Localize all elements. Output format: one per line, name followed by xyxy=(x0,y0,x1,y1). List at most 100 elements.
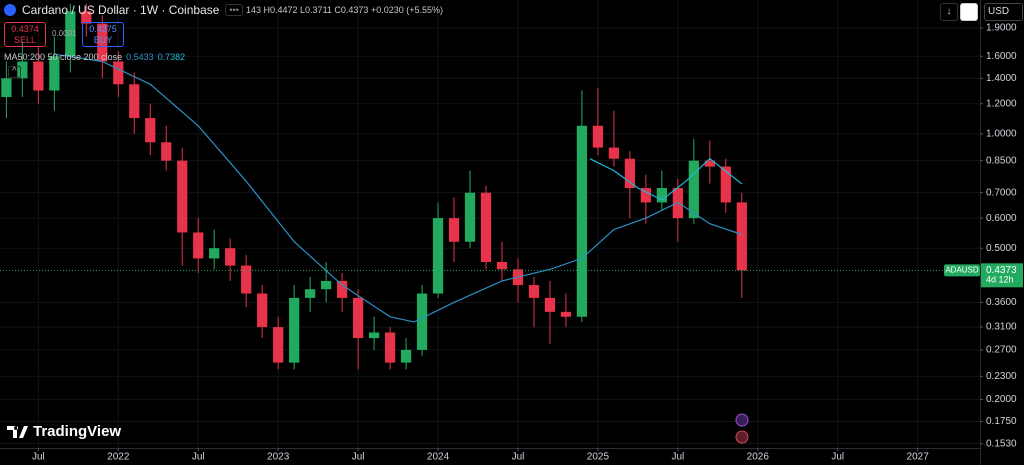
candle-body xyxy=(560,311,572,317)
candle-body xyxy=(704,160,715,167)
candle-body xyxy=(289,297,300,363)
candle-body xyxy=(368,332,380,339)
y-tick-label: 0.6000 xyxy=(986,213,1017,224)
symbol-tag-bg xyxy=(944,264,980,277)
sell-button[interactable]: 0.4374 SELL xyxy=(4,22,46,47)
axes: 1.9000 1.6000 1.4000 1.2000 1.0000 0.8500 0.70… xyxy=(32,23,1023,463)
y-tick-label: 1.9000 xyxy=(986,23,1017,34)
candle-body xyxy=(432,218,444,294)
price-tag-bg xyxy=(981,263,1023,288)
candle-body xyxy=(273,327,284,363)
x-tick-label: 2026 xyxy=(747,452,770,463)
indicator-label[interactable]: MA50:200 50 close 200 close xyxy=(4,52,123,62)
buy-label: BUY xyxy=(93,35,113,45)
candle-body xyxy=(321,280,332,290)
fullscreen-button[interactable] xyxy=(960,3,978,21)
candle-body xyxy=(496,261,508,270)
candle-body xyxy=(33,61,44,91)
candle-body xyxy=(129,84,140,119)
candle-body xyxy=(528,285,540,298)
y-tick-label: 0.7000 xyxy=(986,187,1017,198)
price-tag: 0.4373 xyxy=(986,265,1017,276)
candle-body xyxy=(448,218,460,242)
candle-body xyxy=(608,147,620,159)
candle-body xyxy=(656,188,667,203)
event-icon[interactable] xyxy=(735,413,749,427)
candle-body xyxy=(65,11,76,57)
candle-body xyxy=(576,125,588,317)
event-icon[interactable] xyxy=(735,430,749,444)
indicator-value: 0.7382 xyxy=(157,52,186,62)
candle-body xyxy=(416,293,428,350)
y-tick-label: 0.2000 xyxy=(986,394,1017,405)
y-tick-label: 0.2300 xyxy=(986,371,1017,382)
y-tick-label: 0.3600 xyxy=(986,297,1017,308)
x-tick-label: Jul xyxy=(831,452,844,463)
currency-button[interactable]: USD xyxy=(984,3,1023,21)
candle-body xyxy=(384,332,396,363)
x-tick-label: 2023 xyxy=(267,452,290,463)
menu-dots[interactable]: ••• xyxy=(225,4,243,16)
candle-body xyxy=(624,158,636,189)
candle-body xyxy=(209,248,220,259)
buy-price: 0.4375 xyxy=(89,24,117,34)
y-tick-label: 0.5000 xyxy=(986,243,1017,254)
candle-body xyxy=(257,293,268,328)
candle-body xyxy=(592,125,604,148)
candle-body xyxy=(400,349,412,363)
symbol-tag: ADAUSD xyxy=(945,265,979,274)
candle-body xyxy=(352,297,364,339)
candle-body xyxy=(49,56,60,91)
candle-body xyxy=(97,23,108,62)
indicator-value: 0.5433 xyxy=(126,52,154,62)
logo: TradingView xyxy=(7,423,121,440)
moving-average-line xyxy=(54,53,742,323)
brand: TradingView xyxy=(33,423,121,440)
candle-body xyxy=(161,142,172,161)
candle-body xyxy=(720,166,731,203)
candle-body xyxy=(113,61,124,85)
x-tick-label: Jul xyxy=(671,452,684,463)
symbol-icon xyxy=(4,4,16,16)
candle-body xyxy=(193,232,204,259)
candle-body xyxy=(544,297,556,312)
x-tick-label: 2027 xyxy=(907,452,930,463)
y-tick-label: 0.2700 xyxy=(986,345,1017,356)
symbol-title[interactable]: Cardano / US Dollar · 1W · Coinbase xyxy=(22,3,220,17)
candle-body xyxy=(337,280,348,298)
candle-body xyxy=(305,289,316,298)
candle-body xyxy=(145,118,156,143)
y-tick-label: 0.1750 xyxy=(986,416,1017,427)
candle-body xyxy=(225,248,236,266)
y-tick-label: 1.0000 xyxy=(986,128,1017,139)
x-tick-label: 2025 xyxy=(587,452,610,463)
candle-body xyxy=(241,265,252,294)
y-tick-label: 1.2000 xyxy=(986,98,1017,109)
y-tick-label: 0.8500 xyxy=(986,155,1017,166)
indicator-legend: MA50:200 50 close 200 close 0.5433 0.738… xyxy=(4,52,185,62)
candle-body xyxy=(177,160,188,233)
candle-body xyxy=(736,202,747,271)
y-tick-label: 0.1530 xyxy=(986,438,1017,449)
sell-label: SELL xyxy=(13,35,37,45)
moving-average-line xyxy=(589,157,743,201)
buy-button[interactable]: 0.4375 BUY xyxy=(82,22,124,47)
grid xyxy=(0,0,980,448)
candle-body xyxy=(640,188,651,203)
countdown: 4d 12h xyxy=(986,275,1014,285)
download-button[interactable]: ↓ xyxy=(940,3,958,21)
spread: 0.0001 xyxy=(52,29,77,38)
y-tick-label: 0.3100 xyxy=(986,322,1017,333)
plot xyxy=(0,3,980,370)
candle-body xyxy=(688,160,699,219)
x-tick-label: 2022 xyxy=(107,452,130,463)
sell-price: 0.4374 xyxy=(11,24,39,34)
candle-body xyxy=(17,61,28,79)
x-tick-label: Jul xyxy=(192,452,205,463)
collapse-button[interactable]: ^ xyxy=(8,66,21,78)
symbol-bar: Cardano / US Dollar · 1W · Coinbase ••• xyxy=(4,3,243,17)
y-tick-label: 1.4000 xyxy=(986,73,1017,84)
candle-body xyxy=(1,78,12,97)
